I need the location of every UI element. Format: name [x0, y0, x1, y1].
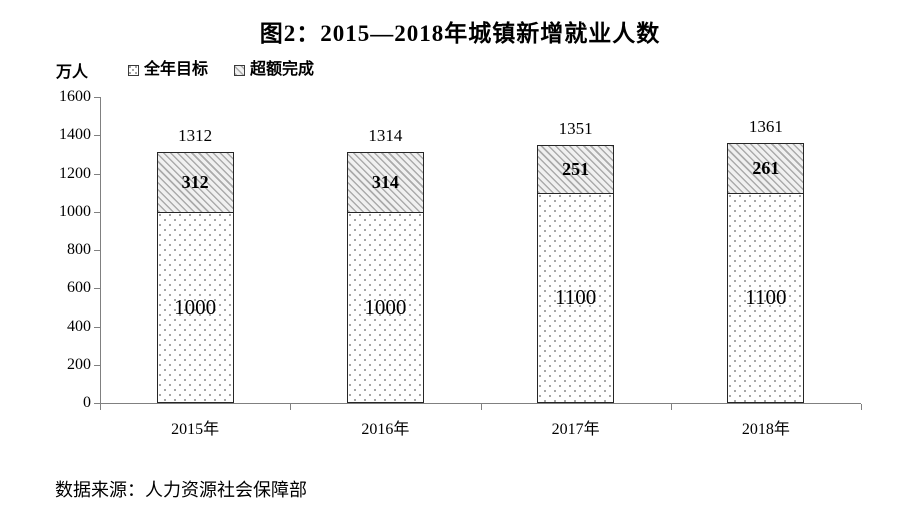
x-axis-line: [100, 403, 861, 404]
bar-segment-target: 1100: [537, 192, 615, 403]
chart-legend: 全年目标 超额完成: [128, 62, 314, 78]
y-tick-label: 1600: [59, 88, 91, 105]
bar-total-label: 1351: [558, 118, 593, 138]
x-tick-mark: [480, 404, 482, 410]
y-tick-mark: [94, 135, 100, 137]
y-tick-label: 1000: [59, 202, 91, 220]
y-tick-mark: [94, 364, 100, 366]
chart-title: 图2：2015—2018年城镇新增就业人数: [259, 21, 661, 46]
y-tick-label: 1200: [59, 164, 91, 182]
legend-item-annual-target: 全年目标: [128, 62, 208, 78]
y-tick-mark: [94, 288, 100, 290]
y-tick-mark: [94, 97, 100, 98]
bar-value-label-exceeded: 314: [371, 171, 399, 192]
x-category-label: 2017年: [551, 421, 600, 438]
x-tick-mark: [290, 404, 292, 410]
bar-segment-target: 1000: [346, 211, 424, 403]
bar-segment-exceeded: 314: [346, 151, 424, 212]
legend-swatch-hatched-icon: [234, 64, 246, 76]
bar-segment-target: 1000: [156, 211, 234, 403]
y-tick-mark: [94, 403, 100, 404]
bar-value-label-target: 1000: [174, 294, 217, 319]
bar-segment-target: 1100: [727, 192, 805, 403]
bar-segment-exceeded: 251: [537, 144, 615, 193]
x-tick-mark: [100, 404, 101, 410]
y-tick-label: 600: [67, 279, 91, 297]
y-tick-label: 800: [67, 241, 91, 258]
data-source-note: 数据来源：人力资源社会保障部: [55, 480, 307, 500]
x-category-label: 2016年: [361, 421, 410, 438]
bar-total-label: 1312: [178, 126, 213, 146]
bar-total-label: 1361: [748, 116, 783, 136]
bar-total-label: 1314: [368, 125, 403, 145]
legend-swatch-dotted-icon: [128, 64, 139, 76]
y-tick-label: 1400: [59, 126, 91, 144]
x-category-label: 2018年: [741, 421, 790, 438]
bar-value-label-exceeded: 312: [181, 171, 209, 192]
y-tick-label: 400: [67, 317, 91, 335]
bar-value-label-target: 1000: [364, 294, 407, 319]
y-tick-mark: [94, 211, 100, 213]
y-tick-mark: [94, 173, 100, 175]
y-axis-unit-label: 万人: [56, 64, 89, 81]
y-tick-mark: [94, 326, 100, 328]
x-tick-mark: [670, 404, 672, 410]
bar-segment-exceeded: 312: [156, 152, 234, 212]
legend-label-annual-target: 全年目标: [144, 61, 209, 78]
bar-value-label-exceeded: 251: [562, 158, 590, 179]
bar-segment-exceeded: 261: [727, 142, 805, 193]
x-tick-mark: [861, 404, 862, 410]
bar-value-label-exceeded: 261: [752, 157, 780, 178]
legend-label-overachieved: 超额完成: [250, 61, 315, 78]
y-tick-mark: [94, 250, 100, 251]
legend-item-overachieved: 超额完成: [234, 62, 314, 78]
bar-value-label-target: 1100: [555, 285, 597, 310]
x-category-label: 2015年: [171, 421, 220, 438]
y-axis-line: [100, 97, 101, 404]
y-tick-label: 0: [83, 394, 91, 411]
y-tick-label: 200: [67, 355, 91, 373]
bar-value-label-target: 1100: [745, 285, 787, 310]
